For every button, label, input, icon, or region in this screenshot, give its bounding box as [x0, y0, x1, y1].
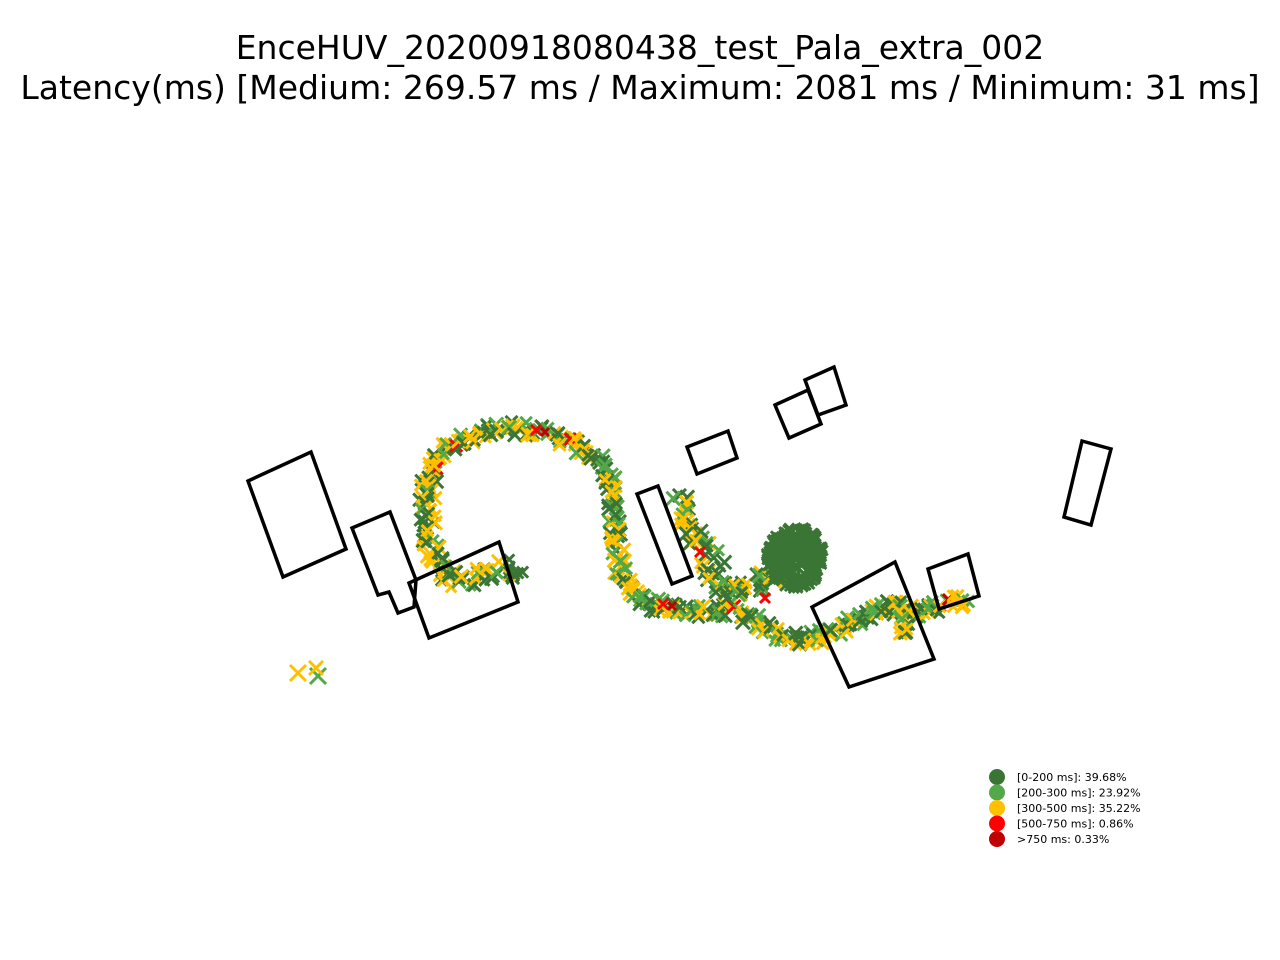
latency-marker: [489, 565, 504, 580]
latency-marker: [688, 533, 703, 548]
building-outlines: [245, 364, 1114, 690]
latency-marker: [551, 427, 565, 441]
latency-marker: [791, 576, 804, 589]
latency-marker: [792, 630, 806, 644]
latency-marker: [693, 545, 707, 559]
latency-marker: [790, 550, 803, 563]
building-outline-10: [1061, 438, 1114, 528]
latency-marker: [539, 426, 551, 438]
latency-marker: [808, 529, 821, 542]
latency-marker: [783, 580, 796, 593]
building-outline-9: [925, 551, 982, 612]
legend-marker-3: [989, 800, 1005, 816]
legend-marker-4: [989, 815, 1005, 832]
latency-marker: [802, 554, 816, 567]
latency-marker: [679, 489, 696, 506]
latency-marker: [426, 457, 442, 473]
latency-marker: [580, 450, 596, 466]
legend-marker-1: [989, 769, 1005, 785]
latency-marker: [453, 568, 470, 585]
building-outline-8: [809, 559, 937, 690]
latency-marker: [609, 507, 623, 522]
latency-marker: [813, 541, 827, 554]
latency-marker: [693, 523, 709, 539]
latency-marker: [742, 608, 759, 625]
latency-marker: [529, 423, 543, 437]
latency-marker: [708, 584, 724, 600]
building-outline-5: [684, 428, 740, 477]
latency-marker: [794, 523, 807, 536]
latency-marker: [430, 539, 447, 556]
latency-marker: [515, 565, 530, 579]
latency-marker: [784, 540, 797, 553]
legend-label-1: [0-200 ms]: 39.68%: [1017, 771, 1127, 784]
latency-marker: [620, 580, 636, 596]
latency-marker: [552, 437, 567, 452]
legend-label-4: [500-750 ms]: 0.86%: [1017, 818, 1134, 831]
latency-marker: [435, 436, 448, 449]
legend-label-2: [200-300 ms]: 23.92%: [1017, 787, 1141, 800]
latency-marker: [796, 536, 809, 550]
latency-marker: [810, 570, 823, 583]
latency-marker: [581, 448, 595, 463]
latency-marker: [420, 535, 433, 549]
latency-marker: [900, 622, 914, 636]
building-outline-3: [406, 539, 521, 641]
legend-label-3: [300-500 ms]: 35.22%: [1017, 802, 1141, 815]
latency-marker: [735, 585, 749, 600]
latency-marker: [778, 526, 791, 539]
latency-marker: [288, 663, 308, 683]
latency-marker: [479, 561, 492, 575]
legend-label-5: >750 ms: 0.33%: [1017, 833, 1109, 846]
latency-marker: [578, 442, 591, 456]
building-outline-6: [772, 387, 824, 441]
latency-marker: [307, 659, 325, 677]
latency-marker: [797, 572, 810, 586]
building-outline-2: [349, 509, 418, 616]
latency-marker: [771, 565, 784, 578]
latency-marker: [712, 543, 726, 557]
latency-marker: [666, 600, 678, 612]
latency-marker: [643, 604, 657, 618]
chart-title: EnceHUV_20200918080438_test_Pala_extra_0…: [235, 28, 1045, 67]
latency-marker: [678, 526, 695, 542]
chart-subtitle: Latency(ms) [Medium: 269.57 ms / Maximum…: [20, 68, 1260, 107]
latency-marker: [437, 552, 451, 566]
building-outline-4: [634, 483, 695, 587]
latency-marker: [781, 568, 794, 581]
latency-marker: [758, 591, 772, 605]
building-outline-1: [245, 449, 349, 580]
latency-marker: [665, 490, 681, 507]
building-outline-7: [802, 364, 849, 418]
legend-marker-2: [989, 784, 1005, 801]
latency-marker: [767, 533, 780, 546]
latency-marker: [716, 554, 733, 571]
latency-markers: [288, 414, 976, 686]
legend: [0-200 ms]: 39.68% [200-300 ms]: 23.92% [3…: [989, 769, 1141, 847]
latency-marker: [734, 614, 751, 631]
latency-marker: [717, 574, 731, 588]
latency-marker: [778, 548, 791, 561]
latency-marker: [656, 597, 670, 611]
legend-marker-5: [989, 831, 1005, 847]
latency-marker: [597, 457, 613, 473]
